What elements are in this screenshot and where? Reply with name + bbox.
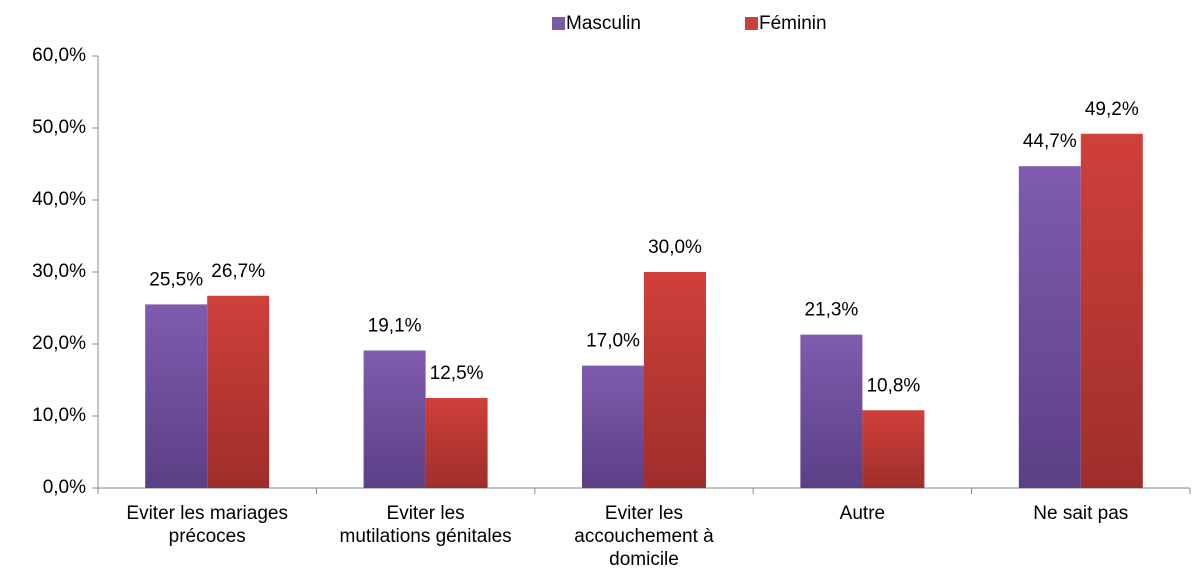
bar (862, 410, 925, 488)
legend-label: Féminin (759, 13, 827, 34)
x-tick-label: Ne sait pas (1033, 503, 1129, 524)
bar (145, 304, 208, 488)
bar (644, 272, 706, 488)
y-tick-label: 0,0% (43, 477, 86, 498)
x-tick-label: Eviter les mutilations génitales (339, 503, 512, 547)
legend-swatch (552, 17, 565, 30)
value-label: 49,2% (1085, 99, 1139, 120)
value-label: 26,7% (211, 261, 265, 282)
bar (582, 365, 644, 488)
bar (207, 295, 270, 488)
bar (1080, 133, 1143, 488)
value-label: 44,7% (1023, 131, 1077, 152)
bar (363, 350, 426, 488)
legend-swatch (745, 17, 758, 30)
value-label: 17,0% (586, 331, 640, 352)
legend-label: Masculin (566, 13, 641, 34)
value-label: 25,5% (149, 269, 203, 290)
y-tick-label: 10,0% (32, 405, 86, 426)
y-tick-label: 20,0% (32, 333, 86, 354)
x-tick-label: Autre (839, 503, 886, 524)
value-label: 12,5% (430, 363, 484, 384)
value-label: 10,8% (866, 375, 920, 396)
value-label: 19,1% (368, 315, 422, 336)
y-tick-label: 30,0% (32, 261, 86, 282)
value-label: 30,0% (648, 237, 702, 258)
x-tick-label: Eviter les accouchement à domicile (574, 503, 714, 570)
y-tick-label: 50,0% (32, 117, 86, 138)
y-tick-label: 60,0% (32, 45, 86, 66)
y-tick-label: 40,0% (32, 189, 86, 210)
bar (425, 398, 488, 488)
x-tick-label: Eviter les mariages précoces (126, 503, 288, 547)
value-label: 21,3% (804, 300, 858, 321)
bar (800, 334, 863, 488)
bar (1018, 166, 1081, 488)
